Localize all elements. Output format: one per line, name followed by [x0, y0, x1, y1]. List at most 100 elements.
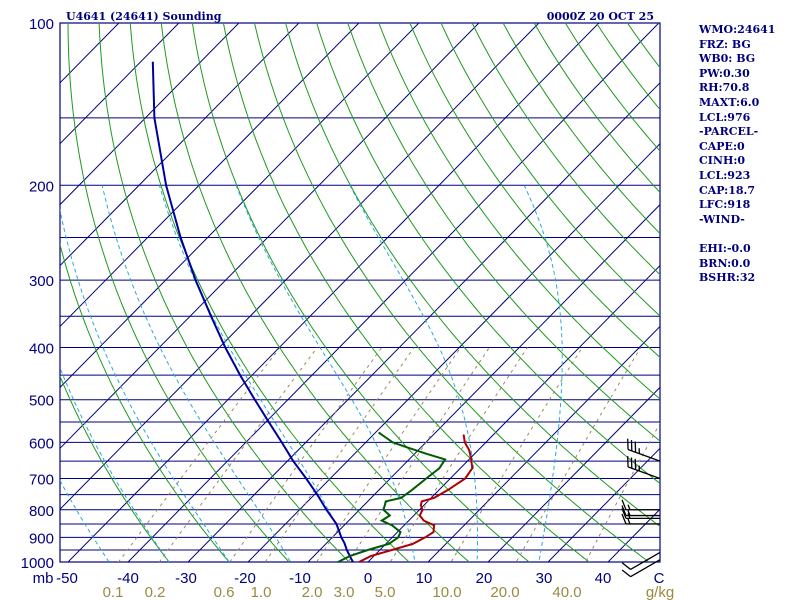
mixing-ratio-tick-label: 0.1 — [103, 584, 124, 600]
dry-adiabat-350 — [347, 23, 660, 442]
stat-brn: BRN:0.0 — [699, 256, 751, 270]
mixing-ratio-0.1 — [117, 347, 281, 562]
mixing-ratio-40 — [585, 422, 660, 562]
stat-ehi: EHI:-0.0 — [699, 241, 751, 255]
isotherm--110 — [60, 23, 240, 206]
stat-lfc: LFC:918 — [699, 198, 751, 212]
temperature-tick-label: -10 — [289, 570, 311, 587]
dry-adiabat-360 — [378, 23, 660, 400]
dry-adiabat-240 — [60, 374, 170, 562]
pressure-tick-label: 800 — [29, 503, 54, 520]
moist-adiabat--40 — [60, 479, 110, 562]
isotherm--50 — [67, 23, 600, 562]
stat-frz: FRZ: BG — [699, 37, 751, 51]
temperature-tick-label: -30 — [175, 570, 197, 587]
stat-cap: CAP:18.7 — [699, 183, 756, 197]
moist-adiabat-10 — [235, 185, 416, 562]
isotherm--30 — [187, 82, 660, 562]
isotherm--130 — [60, 23, 120, 84]
dry-adiabat-250 — [60, 242, 230, 562]
stat-cape: CAPE:0 — [699, 139, 745, 153]
isotherm--70 — [60, 23, 480, 450]
temperature-tick-label: 10 — [416, 570, 433, 587]
moist-adiabat-30 — [523, 185, 563, 562]
dry-adiabat-310 — [222, 23, 590, 562]
isotherm-20 — [487, 386, 660, 562]
temperature-tick-label: 30 — [536, 570, 553, 587]
isotherm-lines — [0, 11, 660, 573]
dry-adiabat-490 — [773, 11, 800, 573]
valid-time: 0000Z 20 OCT 25 — [547, 10, 654, 23]
moist-adiabat-20 — [349, 185, 478, 562]
mixing-ratio-20 — [515, 347, 642, 562]
dry-adiabat-340 — [316, 23, 660, 485]
mixing-ratio-tick-label: 2.0 — [302, 584, 323, 600]
pressure-tick-label: 600 — [29, 435, 54, 452]
dry-adiabat-380 — [440, 23, 660, 317]
mixing-ratio-tick-label: 3.0 — [334, 584, 355, 600]
stat-bshr: BSHR:32 — [699, 271, 756, 285]
wind-barb — [621, 551, 661, 571]
stat-parcel-header: -PARCEL- — [699, 125, 759, 139]
stat-cinh: CINH:0 — [699, 154, 746, 168]
temperature-tick-label: mb — [33, 570, 54, 587]
moist-adiabat-lines — [60, 185, 563, 562]
wind-barb — [621, 499, 660, 511]
mixing-ratio-lines — [117, 347, 660, 562]
parcel-trace — [151, 61, 354, 562]
stat-pw: PW:0.30 — [699, 66, 750, 80]
stat-maxt: MAXT:6.0 — [699, 95, 760, 109]
wind-barb — [627, 438, 661, 462]
mixing-ratio-10 — [450, 347, 583, 562]
dry-adiabat-390 — [471, 23, 660, 276]
dry-adiabat-370 — [409, 23, 660, 358]
dry-adiabat-290 — [160, 23, 470, 562]
isotherm--100 — [60, 23, 300, 267]
temperature-tick-label: 0 — [364, 570, 372, 587]
plot-border — [59, 22, 661, 563]
mixing-ratio-tick-label: 5.0 — [375, 584, 396, 600]
moist-adiabat-0 — [158, 185, 354, 562]
pressure-tick-label: 400 — [29, 341, 54, 358]
isotherm-10 — [427, 325, 660, 562]
stat-wind-header: -WIND- — [699, 212, 745, 226]
wind-barbs — [621, 438, 661, 578]
temperature-tick-label: C — [654, 570, 665, 587]
temperature-tick-label: -20 — [234, 570, 256, 587]
dewpoint-trace — [337, 431, 447, 562]
stat-parcel-lcl: LCL:923 — [699, 168, 751, 182]
mixing-ratio-2 — [315, 347, 462, 562]
dry-adiabat-320 — [253, 23, 650, 562]
stat-spacer — [699, 227, 775, 242]
dry-adiabat-280 — [129, 23, 410, 562]
temperature-tick-label: -50 — [56, 570, 78, 587]
isotherm--120 — [60, 23, 180, 145]
isobar-lines — [60, 23, 660, 562]
wind-barb — [621, 559, 661, 578]
mixing-ratio-3 — [347, 347, 490, 562]
station-title: U4641 (24641) Sounding — [66, 10, 222, 23]
isotherm--150 — [0, 11, 11, 573]
mixing-ratio-tick-label: 0.6 — [214, 584, 235, 600]
pressure-tick-label: 1000 — [21, 555, 54, 572]
stat-wb0: WB0: BG — [699, 52, 756, 66]
isotherm-0 — [367, 264, 660, 562]
stat-rh: RH:70.8 — [699, 81, 750, 95]
sounding-stats-panel: WMO:24641 FRZ: BG WB0: BG PW:0.30 RH:70.… — [699, 23, 775, 286]
pressure-tick-label: 100 — [29, 16, 54, 33]
moist-adiabat--10 — [101, 185, 291, 562]
temperature-trace — [358, 434, 474, 562]
mixing-ratio-tick-label: 20.0 — [490, 584, 519, 600]
isotherm--40 — [127, 23, 660, 562]
mixing-ratio-tick-label: 10.0 — [432, 584, 461, 600]
mixing-ratio-0.6 — [229, 347, 383, 562]
isotherm--80 — [60, 23, 420, 389]
isotherm--60 — [60, 23, 540, 510]
chart-frame — [59, 22, 661, 563]
moist-adiabat--20 — [60, 208, 230, 562]
pressure-tick-label: 200 — [29, 178, 54, 195]
moist-adiabat--30 — [60, 366, 170, 562]
dry-adiabat-330 — [285, 23, 660, 528]
